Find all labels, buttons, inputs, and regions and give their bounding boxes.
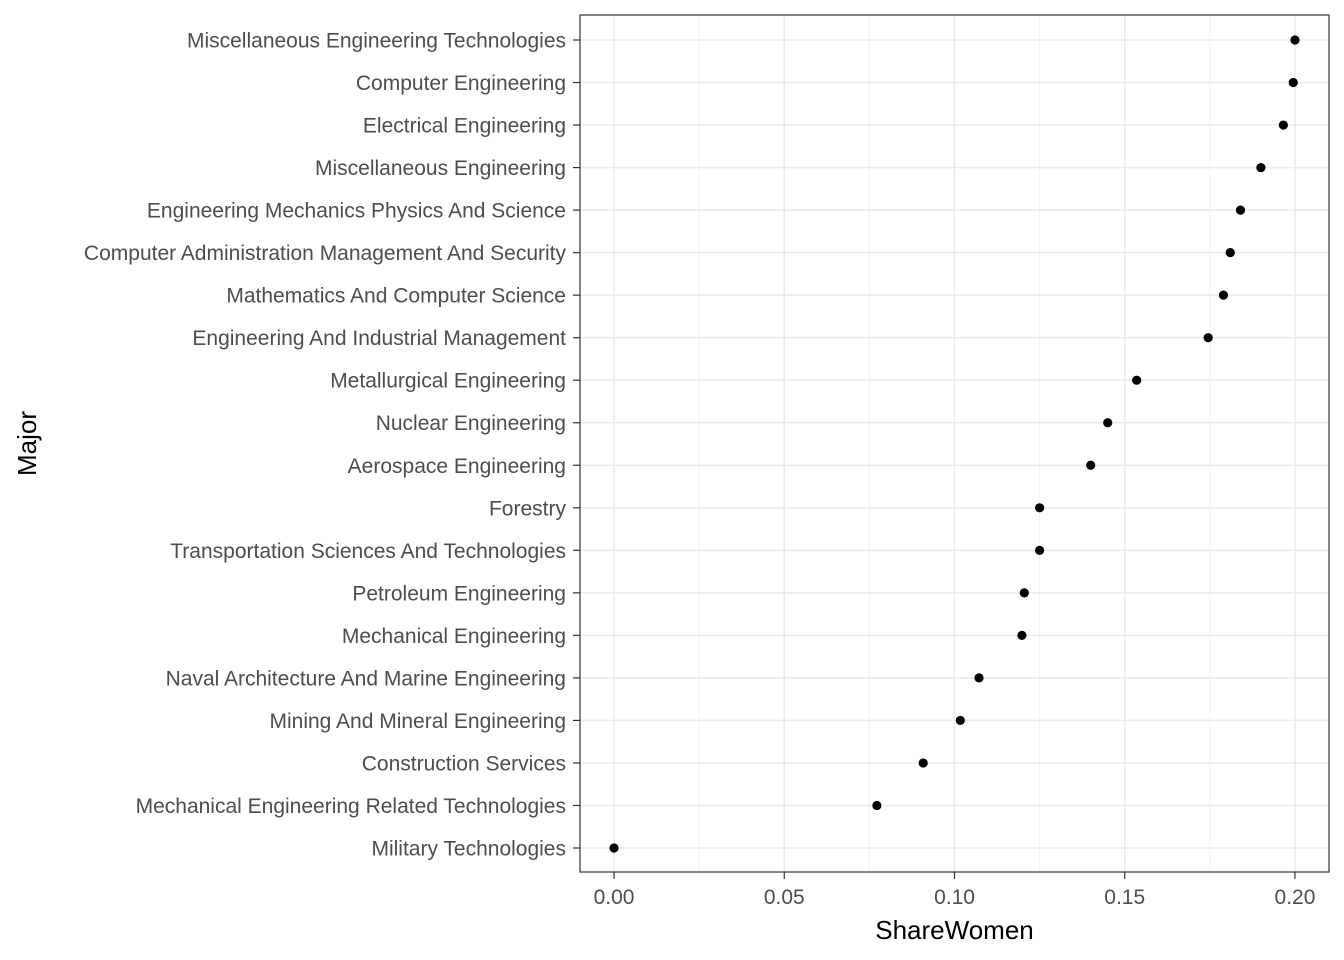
data-point [974, 673, 984, 683]
data-point [1035, 503, 1045, 513]
y-tick-label: Engineering Mechanics Physics And Scienc… [147, 200, 566, 223]
data-point [1132, 375, 1142, 385]
y-tick-label: Military Technologies [371, 838, 566, 861]
data-point [1288, 77, 1298, 88]
y-tick-label: Mathematics And Computer Science [226, 285, 566, 308]
data-point [1218, 290, 1229, 300]
y-tick-label: Computer Administration Management And S… [84, 242, 567, 265]
y-tick-label: Construction Services [362, 752, 566, 775]
x-tick-label: 0.15 [1104, 886, 1145, 909]
tick-labels: 0.00 0.05 0.10 0.15 0.20 Miscellaneous Engine… [84, 30, 1315, 910]
y-tick-label: Electrical Engineering [363, 115, 566, 138]
data-point [1035, 545, 1045, 555]
data-point [955, 715, 965, 726]
grid-lines [580, 15, 1329, 872]
x-tick-label: 0.20 [1275, 886, 1316, 909]
y-tick-label: Engineering And Industrial Management [192, 327, 566, 350]
y-tick-label: Mechanical Engineering [342, 625, 566, 648]
y-tick-label: Mechanical Engineering Related Technolog… [136, 795, 566, 818]
data-point [1017, 630, 1027, 640]
y-tick-label: Forestry [489, 497, 567, 520]
y-tick-label: Metallurgical Engineering [330, 370, 566, 393]
data-point [918, 758, 928, 768]
data-point [1235, 205, 1246, 215]
data-point [1290, 35, 1300, 45]
data-points [609, 35, 1300, 853]
y-axis-title: Major [12, 411, 42, 476]
data-point [1103, 418, 1113, 428]
y-tick-label: Naval Architecture And Marine Engineerin… [166, 667, 566, 690]
x-tick-label: 0.05 [764, 886, 805, 909]
y-tick-label: Mining And Mineral Engineering [269, 710, 566, 733]
y-tick-label: Nuclear Engineering [376, 412, 566, 435]
data-point [1019, 588, 1029, 598]
data-point [609, 843, 619, 853]
y-tick-label: Miscellaneous Engineering Technologies [187, 30, 566, 53]
axis-ticks [573, 39, 1296, 879]
data-point [1256, 162, 1266, 173]
data-point [1203, 333, 1213, 343]
y-tick-label: Aerospace Engineering [348, 455, 566, 478]
data-point [872, 800, 882, 811]
y-tick-label: Miscellaneous Engineering [315, 157, 566, 180]
data-point [1086, 460, 1096, 470]
x-tick-label: 0.10 [934, 886, 975, 909]
y-tick-label: Petroleum Engineering [352, 582, 566, 605]
data-point [1278, 120, 1288, 130]
y-tick-label: Computer Engineering [356, 72, 566, 95]
data-point [1225, 248, 1235, 258]
y-tick-label: Transportation Sciences And Technologies [170, 540, 566, 563]
x-axis-title: ShareWomen [875, 915, 1034, 945]
x-tick-label: 0.00 [594, 886, 635, 909]
